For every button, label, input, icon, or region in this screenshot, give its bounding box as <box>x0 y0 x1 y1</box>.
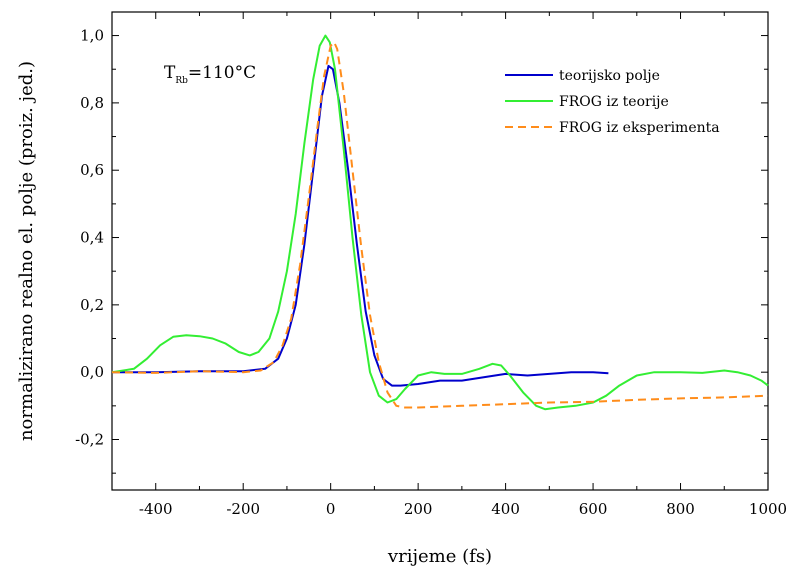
x-tick-labels: -400 -200 0 200 400 600 800 1000 <box>139 500 787 518</box>
y-axis-title: normalizirano realno el. polje (proiz. j… <box>16 61 37 441</box>
y-tick-label: 0,4 <box>80 229 104 247</box>
annotation-main: T <box>164 63 176 83</box>
x-tick-label: 400 <box>491 500 520 518</box>
y-tick-label: 0,6 <box>80 161 104 179</box>
y-tick-labels: -0,2 0,0 0,2 0,4 0,6 0,8 1,0 <box>75 27 104 449</box>
svg-text:TRb=110°C: TRb=110°C <box>164 63 256 86</box>
y-tick-label: 1,0 <box>80 27 104 45</box>
x-axis-title: vrijeme (fs) <box>387 546 492 567</box>
legend-label: FROG iz eksperimenta <box>559 120 720 136</box>
series-line <box>112 64 609 387</box>
x-tick-label: -200 <box>226 500 260 518</box>
legend: teorijsko polje FROG iz teorije FROG iz ek… <box>505 68 720 136</box>
x-tick-label: 1000 <box>749 500 787 518</box>
axis-ticks <box>111 12 769 490</box>
annotation-sub: Rb <box>175 76 188 86</box>
x-tick-label: -400 <box>139 500 173 518</box>
series-line <box>111 41 769 409</box>
annotation-rest: =110°C <box>188 63 256 83</box>
x-tick-label: 200 <box>404 500 433 518</box>
y-tick-label: 0,8 <box>80 94 104 112</box>
legend-label: teorijsko polje <box>559 68 660 84</box>
series-lines <box>111 34 769 411</box>
x-tick-label: 800 <box>666 500 695 518</box>
temperature-annotation: TRb=110°C <box>164 63 256 86</box>
y-tick-label: 0,2 <box>80 296 104 314</box>
series-line <box>111 34 769 411</box>
y-tick-label: -0,2 <box>75 431 104 449</box>
x-tick-label: 600 <box>579 500 608 518</box>
y-tick-label: 0,0 <box>80 363 104 381</box>
legend-label: FROG iz teorije <box>559 94 669 110</box>
plot-frame <box>111 11 769 491</box>
x-tick-label: 0 <box>326 500 336 518</box>
